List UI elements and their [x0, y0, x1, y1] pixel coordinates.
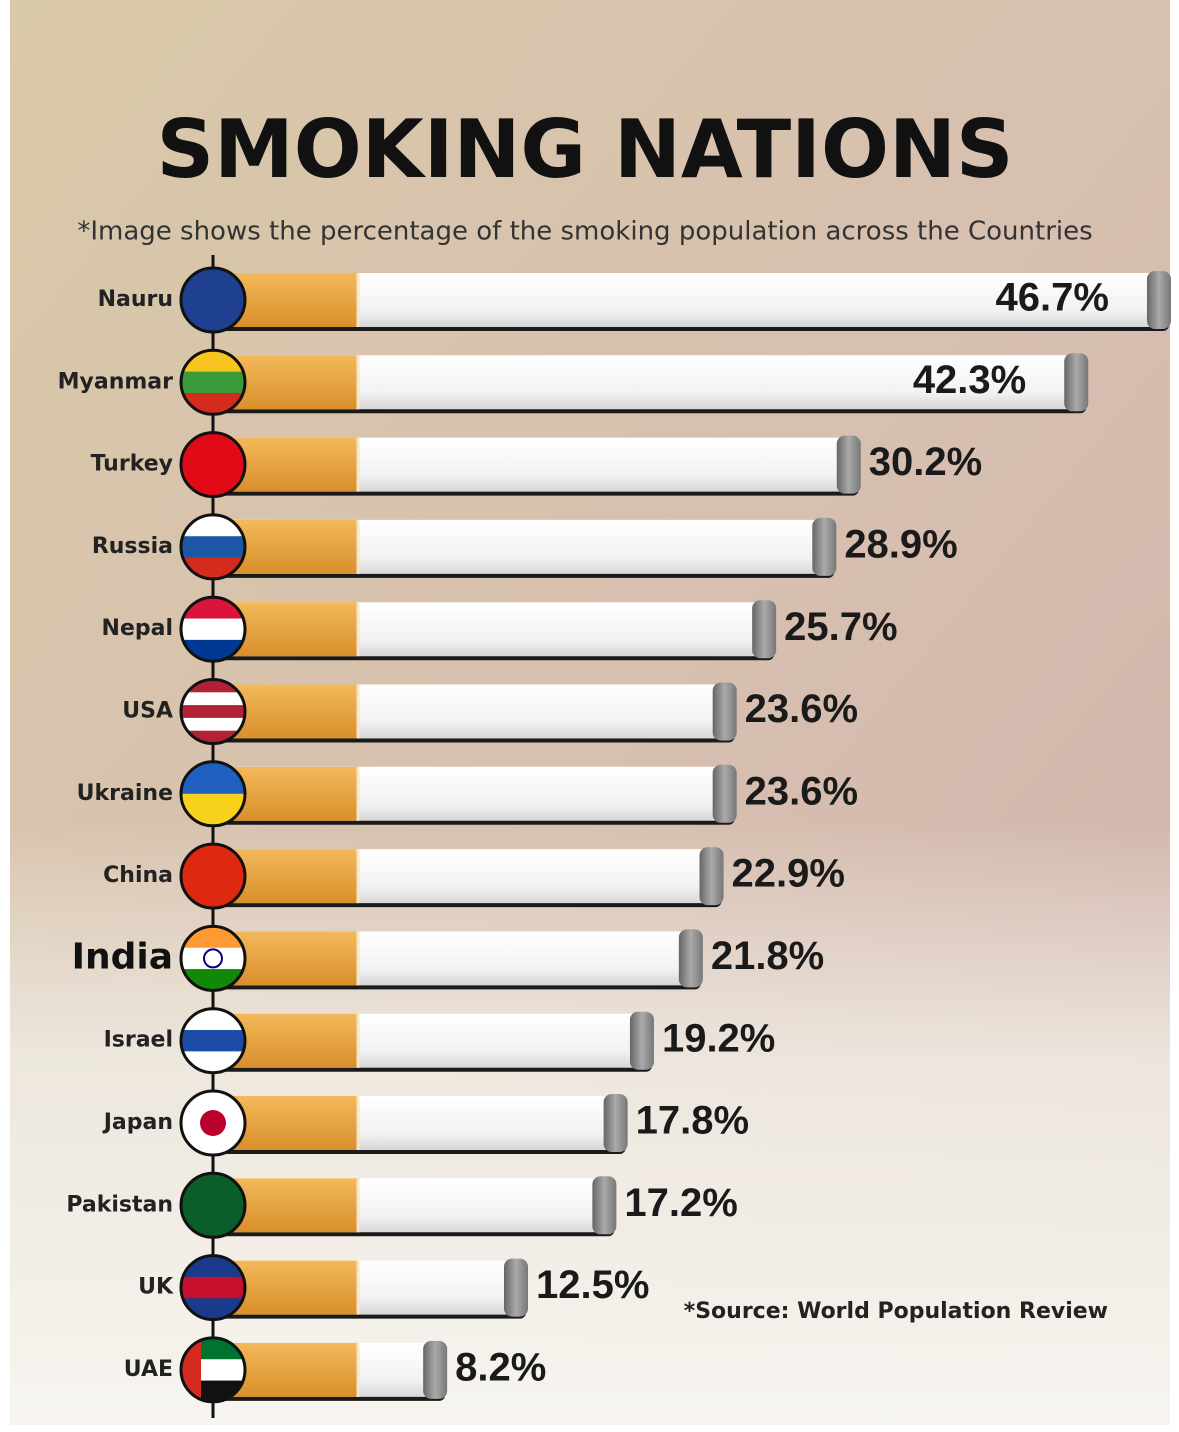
value-label: 17.2% — [624, 1181, 737, 1225]
category-label: Myanmar — [58, 369, 174, 394]
value-label: 8.2% — [455, 1345, 546, 1389]
bar-ash — [699, 847, 724, 906]
flag-sun — [200, 1110, 226, 1136]
value-label: 23.6% — [745, 687, 858, 731]
flag — [181, 1173, 245, 1238]
source-note: *Source: World Population Review — [684, 1299, 1108, 1324]
category-label: India — [72, 936, 173, 977]
category-label: Pakistan — [66, 1192, 173, 1217]
flag-stripe — [181, 536, 245, 559]
bar-ash — [678, 929, 703, 988]
value-label: 30.2% — [869, 440, 982, 484]
value-label: 22.9% — [732, 852, 845, 896]
flag-ring — [179, 513, 247, 581]
flag-ring — [179, 595, 247, 663]
value-label: 19.2% — [662, 1016, 775, 1060]
flag-stripe — [181, 618, 245, 641]
flag-ring — [179, 842, 247, 910]
category-label: Nauru — [98, 287, 173, 312]
value-label: 12.5% — [536, 1263, 649, 1307]
value-label: 23.6% — [745, 769, 858, 813]
category-label: Japan — [102, 1110, 173, 1135]
value-label: 42.3% — [913, 358, 1026, 402]
chart-subtitle: *Image shows the percentage of the smoki… — [77, 217, 1092, 247]
category-label: China — [103, 863, 173, 888]
value-label: 25.7% — [784, 605, 897, 649]
chart-title: SMOKING NATIONS — [156, 103, 1013, 196]
flag-stripe — [181, 1030, 245, 1053]
category-label: UK — [138, 1275, 174, 1300]
bar-ash — [712, 764, 737, 823]
flag-wheel — [203, 948, 223, 969]
bar-ash — [592, 1176, 617, 1235]
flag-ring — [179, 760, 247, 828]
bar-ash — [504, 1258, 528, 1317]
bar-ash — [752, 600, 777, 659]
bar — [213, 355, 1087, 410]
bar-ash — [1146, 271, 1171, 329]
flag-ring — [179, 1336, 247, 1404]
category-label: Ukraine — [77, 781, 173, 806]
flag-stripe — [181, 717, 245, 732]
bar-ash — [629, 1011, 654, 1070]
flag-stripe — [181, 371, 245, 394]
bar-ash — [712, 682, 737, 741]
flag-ring — [179, 1089, 247, 1157]
bar-ash — [423, 1340, 448, 1399]
category-label: UAE — [124, 1357, 173, 1382]
bar — [213, 437, 859, 492]
category-label: Nepal — [102, 616, 173, 641]
flag-ring — [179, 431, 247, 499]
value-label: 21.8% — [711, 934, 824, 978]
flag-ring — [179, 266, 247, 334]
flag-stripe — [181, 1276, 245, 1300]
category-label: Israel — [104, 1028, 173, 1053]
bar-ash — [836, 435, 861, 494]
value-label: 17.8% — [636, 1099, 749, 1143]
category-label: Russia — [92, 534, 173, 559]
flag-ring — [179, 924, 247, 992]
flag-stripe — [181, 947, 245, 971]
bar-ash — [603, 1094, 628, 1152]
category-label: Turkey — [91, 452, 173, 477]
flag-stripe — [181, 705, 245, 719]
bar — [213, 519, 835, 574]
flag-stripe — [181, 692, 245, 707]
flag-ring — [179, 1254, 247, 1322]
flag-ring — [179, 678, 247, 745]
value-label: 46.7% — [996, 276, 1109, 320]
flag-ring — [179, 348, 247, 416]
bar — [213, 273, 1169, 327]
value-label: 28.9% — [844, 522, 957, 566]
flag-ring — [179, 1007, 247, 1075]
flag-ring — [179, 1171, 247, 1239]
category-label: USA — [122, 699, 173, 724]
bar-ash — [812, 517, 837, 576]
bar-ash — [1064, 353, 1089, 412]
